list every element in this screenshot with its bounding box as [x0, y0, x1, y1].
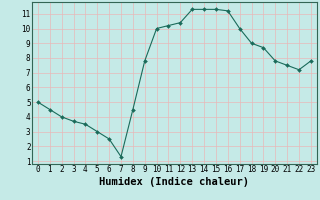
X-axis label: Humidex (Indice chaleur): Humidex (Indice chaleur) [100, 177, 249, 187]
